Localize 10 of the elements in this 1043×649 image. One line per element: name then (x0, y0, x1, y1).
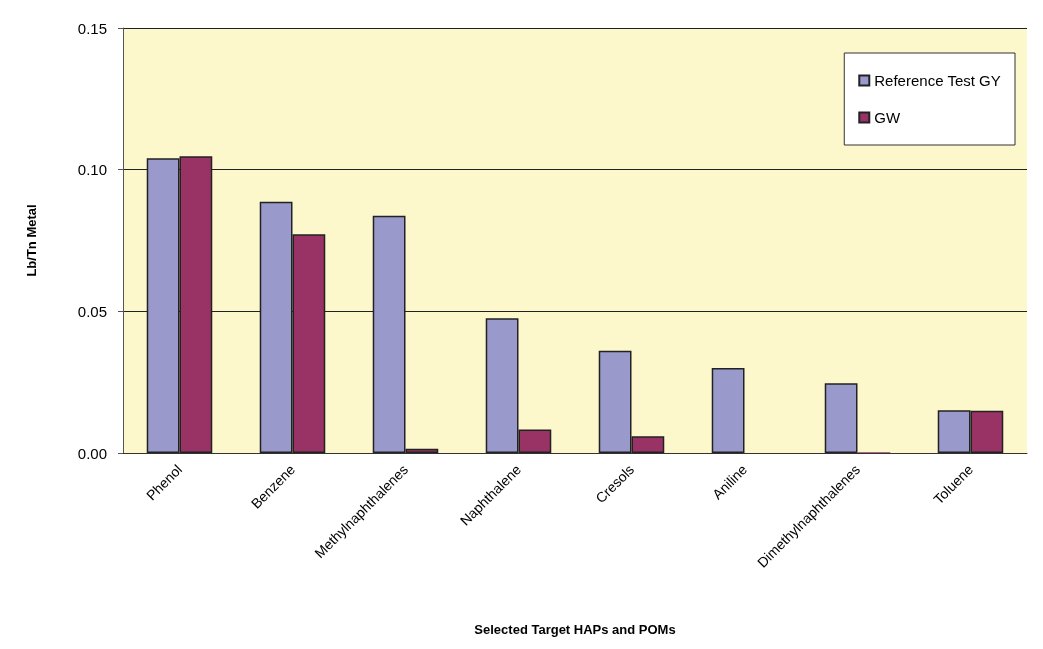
bar (711, 368, 745, 453)
y-tick-label: 0.10 (77, 161, 107, 179)
y-tick-label: 0.15 (77, 19, 107, 37)
legend-label: Reference Test GY (874, 72, 1001, 89)
bar (824, 383, 858, 453)
y-tick-label: 0.00 (77, 444, 107, 462)
y-axis-title: Lb/Tn Metal (24, 204, 39, 277)
y-tick-label: 0.05 (77, 302, 107, 320)
x-axis-title: Selected Target HAPs and POMs (474, 622, 676, 637)
legend-label: GW (874, 109, 901, 126)
